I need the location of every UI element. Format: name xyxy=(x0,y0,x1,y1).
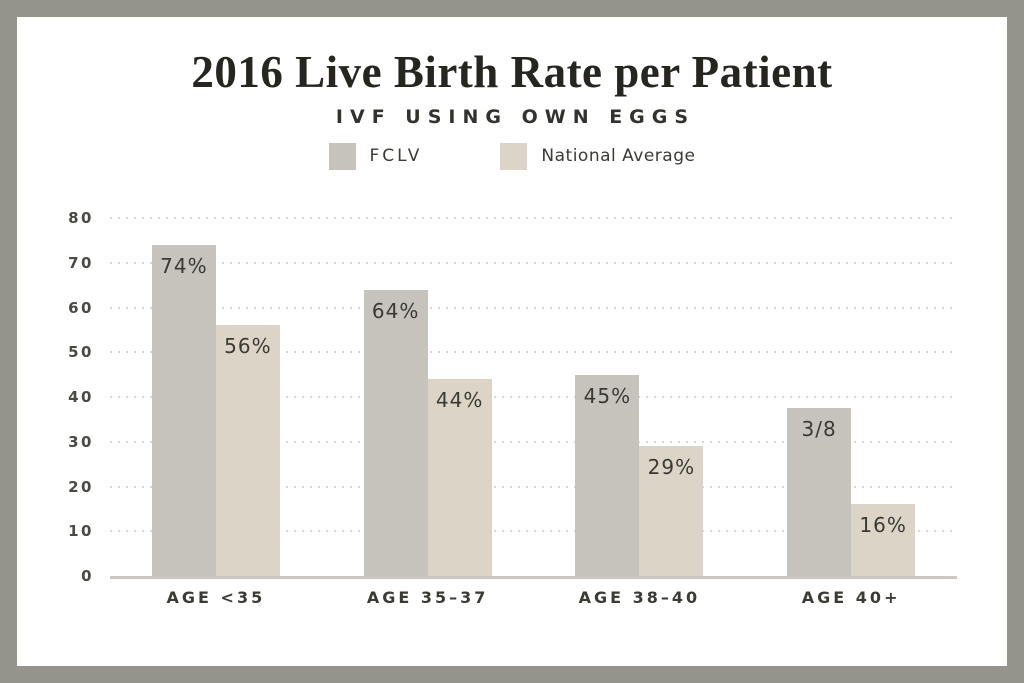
x-axis-category-label: AGE 38–40 xyxy=(578,588,701,607)
page-title: 2016 Live Birth Rate per Patient xyxy=(191,47,833,97)
bar-group: 74% 56% xyxy=(110,218,322,576)
y-axis-tick-label: 0 xyxy=(81,567,94,585)
y-axis-tick-label: 40 xyxy=(68,388,94,406)
y-axis-tick-label: 10 xyxy=(68,522,94,541)
bar-fclv: 64% xyxy=(363,289,428,576)
gridline xyxy=(110,217,957,219)
bar-value-label: 45% xyxy=(583,383,632,408)
bar-value-label: 44% xyxy=(435,388,484,413)
plot-area: 0 10 20 30 40 50 60 70 80 74% 56% 64% 44% 45% 29% 3/8 16… xyxy=(68,209,957,585)
bar-value-label: 16% xyxy=(859,513,907,538)
y-axis-tick-label: 50 xyxy=(68,343,94,362)
y-axis-tick-label: 20 xyxy=(68,477,94,496)
gridline xyxy=(110,485,957,488)
y-axis-tick-label: 60 xyxy=(68,298,94,317)
gridline xyxy=(110,396,957,398)
legend-label: National Average xyxy=(541,146,696,167)
bars-row: 74% 56% 64% 44% 45% 29% 3/8 16% xyxy=(110,218,957,576)
x-axis-category-label: AGE 40+ xyxy=(801,588,901,607)
bar-national-average: 16% xyxy=(851,504,916,576)
y-axis-tick-label: 30 xyxy=(68,432,94,451)
legend-label: FCLV xyxy=(369,146,423,167)
bar-national-average: 44% xyxy=(427,379,492,576)
bar-national-average: 29% xyxy=(639,446,704,576)
gridline xyxy=(110,440,957,443)
gridline xyxy=(110,530,957,533)
gridline xyxy=(110,351,957,354)
chart-card: 2016 Live Birth Rate per Patient IVF USI… xyxy=(17,17,1007,666)
bar-value-label: 3/8 xyxy=(801,417,837,442)
x-axis-category-label: AGE 35–37 xyxy=(366,588,489,607)
gridline xyxy=(110,306,957,309)
x-axis-labels: AGE <35 AGE 35–37 AGE 38–40 AGE 40+ xyxy=(110,588,957,607)
bar-fclv: 74% xyxy=(151,244,216,576)
bar-value-label: 74% xyxy=(160,253,208,278)
bar-group: 3/8 16% xyxy=(745,218,957,576)
page-subtitle: IVF USING OWN EGGS xyxy=(335,105,696,128)
bar-group: 64% 44% xyxy=(322,218,534,576)
legend: FCLV National Average xyxy=(17,142,1007,170)
legend-swatch xyxy=(500,142,528,170)
bar-group: 45% 29% xyxy=(534,218,746,576)
bar-fclv: 3/8 xyxy=(787,408,852,576)
legend-item: FCLV xyxy=(328,142,423,170)
legend-swatch xyxy=(328,142,356,170)
legend-item: National Average xyxy=(500,142,696,170)
bar-value-label: 56% xyxy=(224,334,272,359)
bar-value-label: 29% xyxy=(647,455,696,480)
x-axis-category-label: AGE <35 xyxy=(166,588,266,607)
y-axis-tick-label: 70 xyxy=(68,253,94,272)
bar-national-average: 56% xyxy=(215,325,280,576)
bar-value-label: 64% xyxy=(371,298,420,323)
gridline xyxy=(110,261,957,264)
bar-fclv: 45% xyxy=(575,374,640,576)
y-axis-tick-label: 80 xyxy=(68,209,94,227)
